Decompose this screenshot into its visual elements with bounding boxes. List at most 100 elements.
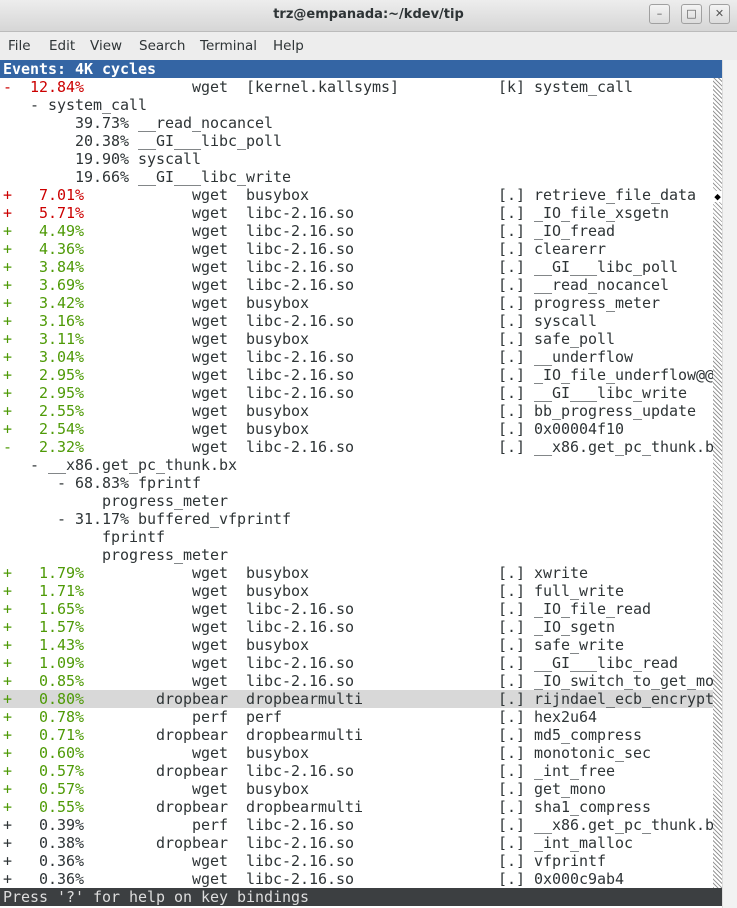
expand-sign: +	[3, 798, 13, 816]
menu-item[interactable]: Terminal	[200, 38, 258, 54]
privilege: [.]	[498, 222, 526, 240]
command: wget	[191, 420, 228, 438]
symbol: _int_malloc	[534, 834, 634, 852]
overhead: 1.65%	[38, 600, 84, 618]
shared-object: busybox	[246, 186, 310, 204]
command: wget	[191, 384, 228, 402]
menu-item[interactable]: Edit	[49, 38, 76, 54]
report-row: - __x86.get_pc_thunk.bx	[0, 456, 722, 474]
call-chain-entry: 19.66% __GI___libc_write	[75, 168, 292, 186]
shared-object: [kernel.kallsyms]	[246, 78, 400, 96]
overhead: 0.39%	[38, 816, 84, 834]
shared-object: libc-2.16.so	[246, 348, 355, 366]
overhead: 1.79%	[38, 564, 84, 582]
expand-sign: +	[3, 294, 13, 312]
privilege: [.]	[498, 204, 526, 222]
report-row: +0.38% dropbear libc-2.16.so [.] _int_malloc	[0, 834, 722, 852]
report-row: +2.95% wget libc-2.16.so [.] _IO_file_underf…	[0, 366, 722, 384]
overhead: 1.71%	[38, 582, 84, 600]
command: wget	[191, 618, 228, 636]
report-row: +1.57% wget libc-2.16.so [.] _IO_sgetn	[0, 618, 722, 636]
shared-object: busybox	[246, 780, 310, 798]
expand-sign: +	[3, 330, 13, 348]
command: wget	[191, 402, 228, 420]
overhead: 0.85%	[38, 672, 84, 690]
menu-item[interactable]: Help	[273, 38, 304, 54]
expand-sign: +	[3, 240, 13, 258]
call-chain-entry: 39.73% __read_nocancel	[75, 114, 274, 132]
expand-sign: +	[3, 708, 13, 726]
symbol: progress_meter	[534, 294, 661, 312]
events-header: Events: 4K cycles	[0, 60, 722, 78]
expand-sign: +	[3, 744, 13, 762]
shared-object: libc-2.16.so	[246, 240, 355, 258]
symbol: _int_free	[534, 762, 616, 780]
report-row: +3.11% wget busybox [.] safe_poll	[0, 330, 722, 348]
overhead: 0.38%	[38, 834, 84, 852]
overhead: 0.57%	[38, 762, 84, 780]
overhead: 2.95%	[38, 366, 84, 384]
window-edge	[722, 60, 737, 908]
overhead: 3.04%	[38, 348, 84, 366]
symbol: system_call	[534, 78, 634, 96]
menu-item[interactable]: View	[90, 38, 123, 54]
command: wget	[191, 348, 228, 366]
maximize-button[interactable]: □	[681, 4, 702, 24]
report-row: +0.85% wget libc-2.16.so [.] _IO_switch_to_g…	[0, 672, 722, 690]
shared-object: busybox	[246, 564, 310, 582]
overhead: 0.78%	[38, 708, 84, 726]
report-row: +0.57% wget busybox [.] get_mono	[0, 780, 722, 798]
shared-object: libc-2.16.so	[246, 204, 355, 222]
shared-object: busybox	[246, 744, 310, 762]
symbol: _IO_sgetn	[534, 618, 616, 636]
expand-sign: +	[3, 384, 13, 402]
expand-sign: +	[3, 852, 13, 870]
report-row: +0.80% dropbear dropbearmulti [.] rijndael_e…	[0, 690, 722, 708]
report-row: - 68.83% fprintf	[0, 474, 722, 492]
symbol: xwrite	[534, 564, 589, 582]
report-row: +1.79% wget busybox [.] xwrite	[0, 564, 722, 582]
expand-sign: +	[3, 654, 13, 672]
command: wget	[191, 294, 228, 312]
overhead: 3.16%	[38, 312, 84, 330]
expand-sign: +	[3, 582, 13, 600]
report-row: +0.55% dropbear dropbearmulti [.] sha1_compr…	[0, 798, 722, 816]
scrollbar	[713, 78, 722, 888]
symbol: __underflow	[534, 348, 634, 366]
shared-object: libc-2.16.so	[246, 600, 355, 618]
report-row: +0.39% perf libc-2.16.so [.] __x86.get_pc_th…	[0, 816, 722, 834]
symbol: __GI___libc_poll	[534, 258, 679, 276]
report-row: +1.09% wget libc-2.16.so [.] __GI___libc_rea…	[0, 654, 722, 672]
overhead: 3.42%	[38, 294, 84, 312]
command: wget	[191, 744, 228, 762]
privilege: [.]	[498, 780, 526, 798]
status-bar: Press '?' for help on key bindings	[0, 888, 722, 906]
report-row: 39.73% __read_nocancel	[0, 114, 722, 132]
command: perf	[191, 816, 228, 834]
report-row: +1.43% wget busybox [.] safe_write	[0, 636, 722, 654]
symbol: __read_nocancel	[534, 276, 670, 294]
symbol: _IO_file_underflow@@	[534, 366, 713, 384]
minimize-button[interactable]: –	[649, 4, 670, 24]
privilege: [.]	[498, 240, 526, 258]
command: wget	[191, 330, 228, 348]
overhead: 3.84%	[38, 258, 84, 276]
menu-item[interactable]: Search	[139, 38, 186, 54]
call-chain-entry: - __x86.get_pc_thunk.bx	[30, 456, 238, 474]
overhead: 2.54%	[38, 420, 84, 438]
expand-sign: +	[3, 834, 13, 852]
status-text: Press '?' for help on key bindings	[3, 888, 310, 906]
report-row: progress_meter	[0, 546, 722, 564]
expand-sign: +	[3, 276, 13, 294]
expand-sign: +	[3, 348, 13, 366]
report-row: +0.60% wget busybox [.] monotonic_sec	[0, 744, 722, 762]
privilege: [.]	[498, 672, 526, 690]
privilege: [.]	[498, 420, 526, 438]
report-row: +0.78% perf perf [.] hex2u64	[0, 708, 722, 726]
symbol: _IO_file_xsgetn	[534, 204, 670, 222]
command: wget	[191, 276, 228, 294]
menu-bar: File Edit View Search Terminal Help	[0, 32, 737, 60]
shared-object: libc-2.16.so	[246, 834, 355, 852]
menu-item[interactable]: File	[8, 38, 31, 54]
close-button[interactable]: ✕	[709, 4, 730, 24]
